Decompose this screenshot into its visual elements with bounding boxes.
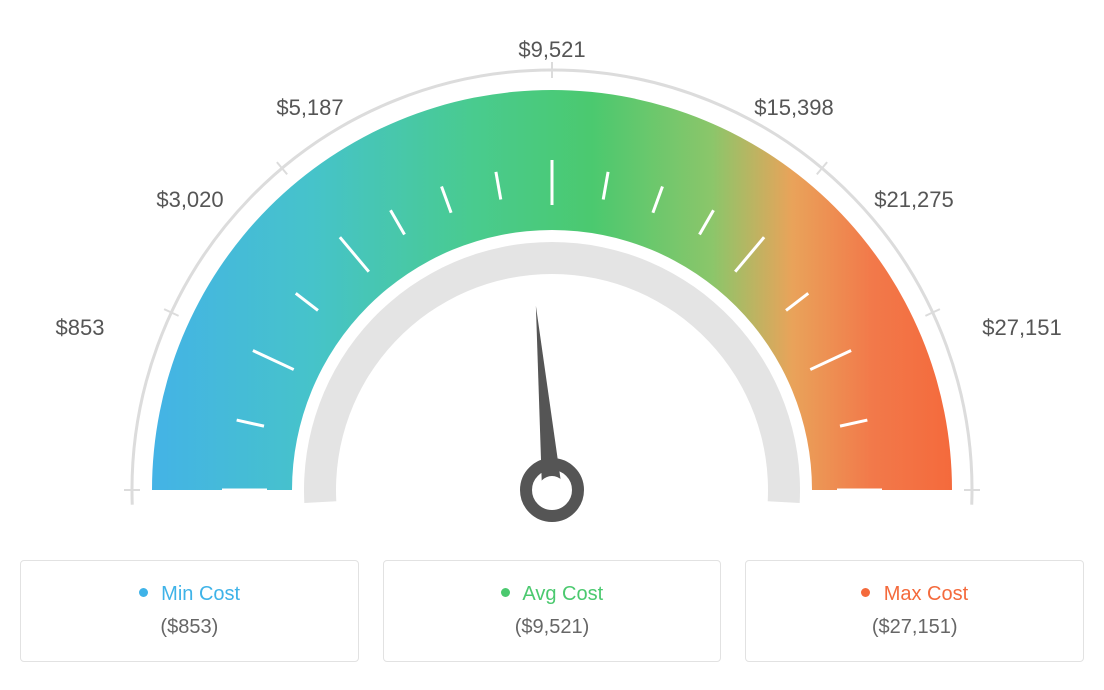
gauge-tick-label: $9,521 — [518, 37, 585, 63]
dot-icon — [501, 588, 510, 597]
cost-gauge-chart: $853 $3,020 $5,187 $9,521 $15,398 $21,275 $27,… — [10, 10, 1094, 662]
gauge-tick-label: $5,187 — [276, 95, 343, 121]
legend-avg-title: Avg Cost — [394, 583, 711, 606]
dot-icon — [139, 588, 148, 597]
legend-max-value: ($27,151) — [756, 616, 1073, 639]
gauge-area: $853 $3,020 $5,187 $9,521 $15,398 $21,275 $27,… — [10, 10, 1094, 550]
gauge-tick-label: $15,398 — [754, 95, 834, 121]
gauge-tick-label: $27,151 — [982, 315, 1062, 341]
legend-min-card: Min Cost ($853) — [20, 560, 359, 662]
legend-avg-value: ($9,521) — [394, 616, 711, 639]
legend-row: Min Cost ($853) Avg Cost ($9,521) Max Co… — [10, 560, 1094, 662]
legend-avg-label: Avg Cost — [522, 583, 603, 605]
legend-min-title: Min Cost — [31, 583, 348, 606]
gauge-svg — [10, 10, 1094, 550]
gauge-tick-label: $3,020 — [156, 187, 223, 213]
dot-icon — [861, 588, 870, 597]
legend-avg-card: Avg Cost ($9,521) — [383, 560, 722, 662]
legend-max-title: Max Cost — [756, 583, 1073, 606]
legend-min-value: ($853) — [31, 616, 348, 639]
legend-min-label: Min Cost — [161, 583, 240, 605]
legend-max-card: Max Cost ($27,151) — [745, 560, 1084, 662]
gauge-tick-label: $21,275 — [874, 187, 954, 213]
gauge-tick-label: $853 — [56, 315, 105, 341]
legend-max-label: Max Cost — [884, 583, 968, 605]
